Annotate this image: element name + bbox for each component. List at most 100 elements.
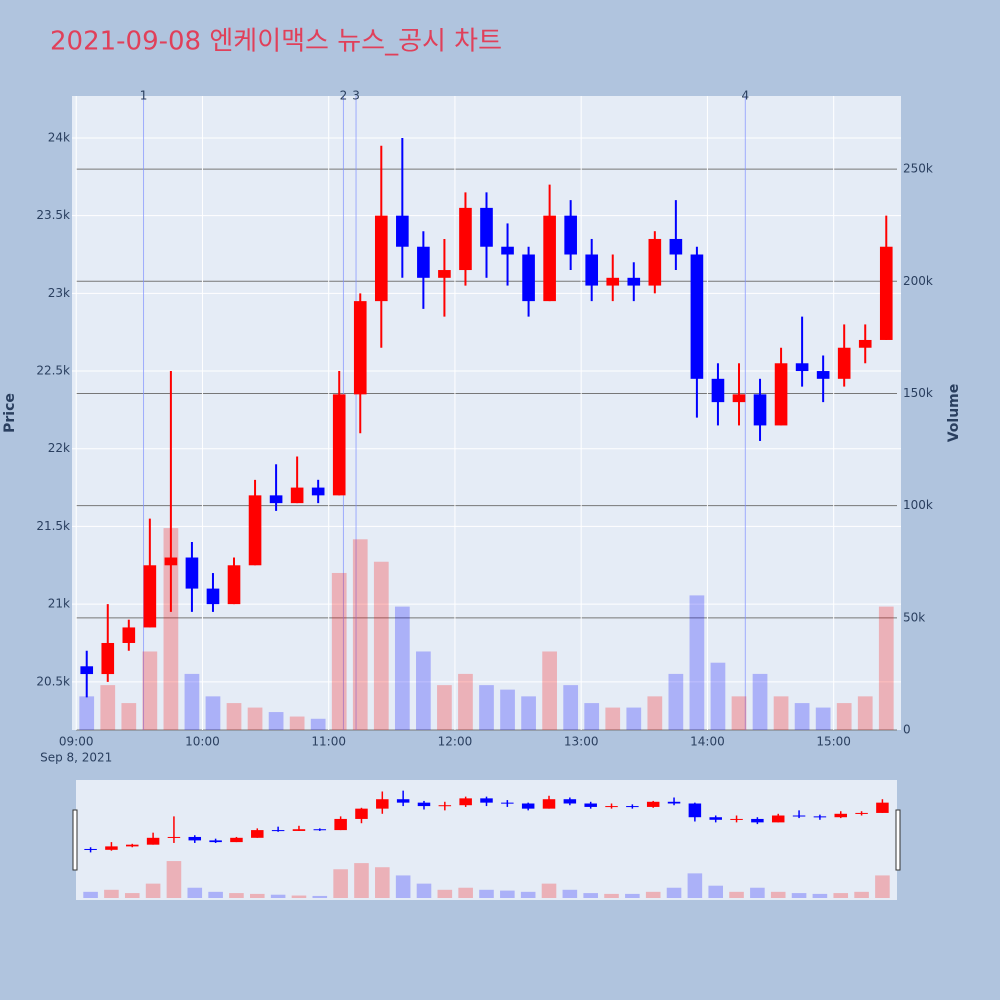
slider-candle-body [626, 806, 639, 808]
slider-volume-bar [124, 893, 140, 898]
slider-volume-bar [500, 890, 515, 898]
volume-bar [100, 685, 116, 730]
slider-volume-bar [833, 893, 849, 898]
slider-candle-body [292, 829, 306, 831]
candle-body [858, 339, 872, 348]
slider-candle-body [605, 806, 618, 808]
event-label: 3 [352, 89, 360, 103]
volume-bar [500, 689, 515, 730]
slider-volume-bar [708, 885, 724, 898]
volume-bar [458, 673, 473, 730]
slider-volume-bar [270, 894, 286, 898]
volume-bar [689, 595, 705, 730]
slider-volume-bar [416, 883, 432, 898]
slider-volume-bar [437, 889, 453, 898]
y-tick-label: 21.5k [36, 519, 70, 533]
slider-candle-body [230, 837, 243, 843]
slider-candle-body [646, 801, 660, 807]
candle-body [438, 270, 451, 278]
event-label: 4 [741, 89, 749, 103]
candle-body [480, 207, 493, 247]
y2-tick-label: 0 [903, 723, 911, 737]
volume-bar [205, 696, 221, 730]
volume-bar [752, 673, 768, 730]
slider-candle-body [876, 802, 889, 813]
slider-candle-body [313, 829, 327, 831]
slider-volume-bar [541, 883, 557, 898]
candle-body [248, 495, 262, 566]
x-tick-label: 14:00 [690, 735, 725, 749]
slider-candle-body [396, 799, 410, 803]
volume-bar [479, 685, 494, 730]
volume-bar [626, 707, 642, 730]
slider-candle-body [542, 799, 556, 809]
range-handle[interactable] [895, 809, 901, 871]
slider-candle-body [813, 816, 827, 818]
volume-bar [521, 696, 536, 730]
slider-volume-bar [604, 893, 619, 898]
slider-volume-bar [479, 889, 494, 898]
event-label: 1 [140, 89, 148, 103]
candle-body [774, 363, 788, 426]
y-tick-label: 24k [48, 130, 70, 144]
slider-candle-body [417, 802, 431, 807]
slider-volume-bar [729, 891, 744, 898]
slider-candle-body [501, 802, 514, 804]
candle-body [816, 371, 830, 379]
slider-candle-body [459, 798, 472, 806]
slider-candle-body [563, 799, 577, 804]
y-tick-label: 20.5k [36, 674, 70, 688]
slider-volume-bar [395, 875, 411, 898]
slider-volume-bar [625, 893, 640, 898]
candle-body [290, 487, 304, 504]
volume-bar [121, 703, 137, 730]
slider-candle-body [167, 836, 181, 838]
y-tick-label: 23k [48, 286, 70, 300]
volume-bar [352, 539, 368, 730]
slider-candle-body [209, 840, 222, 843]
candle-body [332, 394, 346, 496]
candle-body [459, 207, 472, 271]
volume-bar [857, 696, 873, 730]
range-handle[interactable] [72, 809, 78, 871]
candle-body [227, 565, 241, 605]
volume-bar [878, 606, 894, 730]
volume-bar [184, 673, 200, 730]
candle-body [711, 378, 725, 403]
volume-bar [416, 651, 431, 730]
volume-bar [794, 703, 810, 730]
slider-candle-body [855, 812, 868, 814]
y-tick-label: 23.5k [36, 208, 70, 222]
slider-volume-bar [83, 891, 98, 898]
slider-volume-bar [583, 893, 598, 898]
slider-volume-bar [687, 873, 703, 898]
volume-bar [584, 703, 600, 730]
candle-body [669, 238, 683, 255]
candle-body [564, 215, 577, 255]
y2-tick-label: 50k [903, 610, 925, 624]
slider-volume-bar [104, 889, 119, 898]
candle-body [543, 215, 556, 302]
slider-volume-bar [291, 895, 307, 898]
candle-body [837, 347, 851, 379]
slider-volume-bar [333, 869, 348, 898]
slider-volume-bar [666, 887, 682, 898]
candle-body [585, 254, 599, 286]
slider-candle-body [334, 818, 347, 831]
candle-body [690, 254, 704, 379]
candle-body [606, 277, 620, 286]
candle-body [648, 238, 662, 286]
volume-bar [647, 696, 663, 730]
candle-body [101, 642, 115, 675]
candle-body [206, 588, 220, 605]
event-label: 2 [340, 89, 348, 103]
volume-bar [710, 662, 726, 730]
slider-candle-body [251, 830, 264, 838]
slider-candle-body [438, 805, 452, 807]
slider-candle-body [355, 808, 368, 819]
slider-volume-bar [354, 863, 369, 898]
x-tick-label: 09:00 [59, 735, 94, 749]
y2-tick-label: 150k [903, 386, 933, 400]
slider-candle-body [688, 803, 702, 818]
